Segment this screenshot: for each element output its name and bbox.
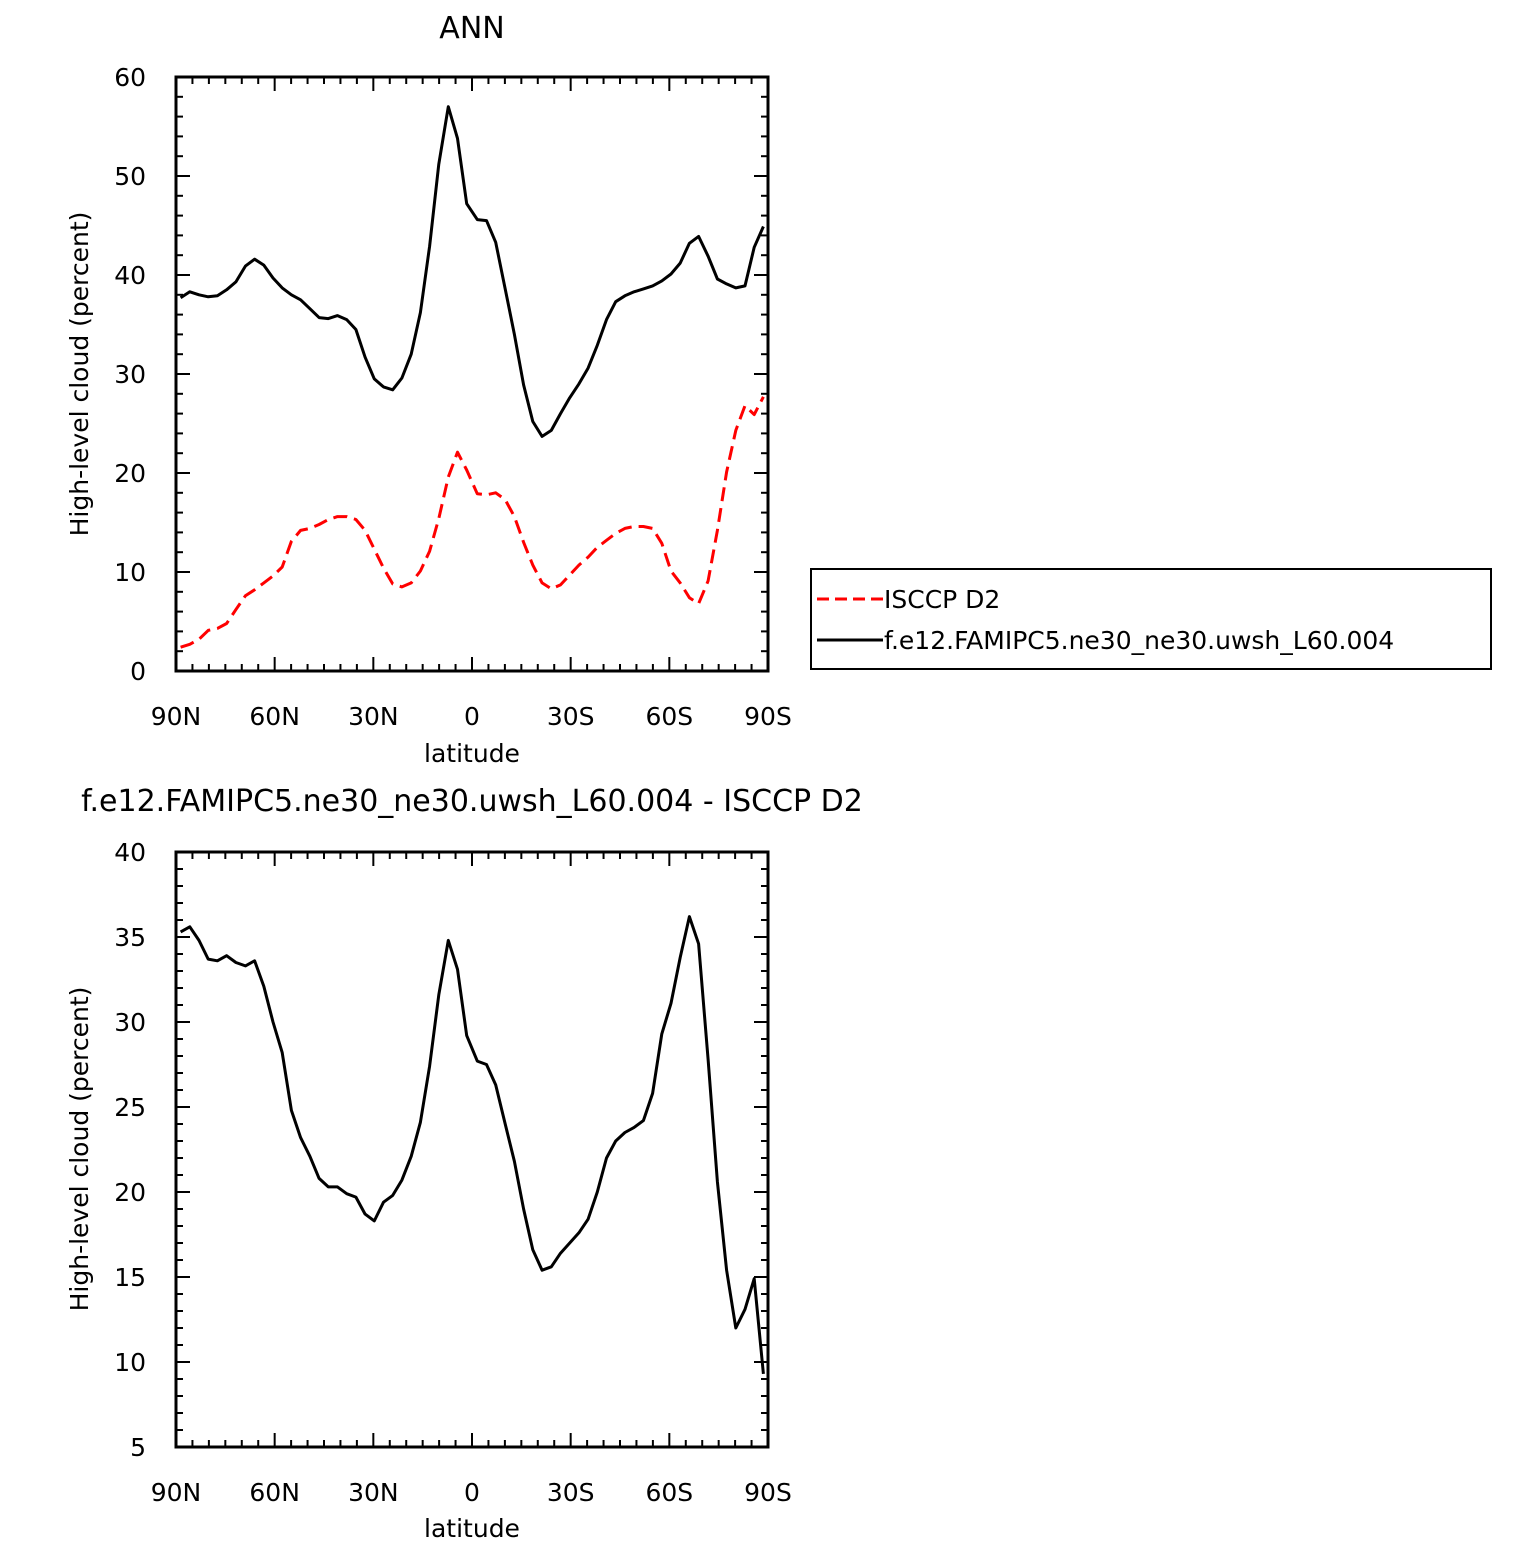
top-title: ANN xyxy=(439,11,504,46)
bottom-y-tick-label: 10 xyxy=(114,1348,146,1377)
legend: ISCCP D2 f.e12.FAMIPC5.ne30_ne30.uwsh_L6… xyxy=(810,568,1492,670)
top-x-tick-label: 0 xyxy=(464,702,480,731)
bottom-x-tick-label: 0 xyxy=(464,1478,480,1507)
top-x-tick-label: 60S xyxy=(645,702,693,731)
bottom-ticks xyxy=(175,851,769,1448)
top-x-tick-label: 90N xyxy=(151,702,202,731)
bottom-x-tick-labels: 90N 60N 30N 0 30S 60S 90S xyxy=(151,1478,792,1507)
bottom-title: f.e12.FAMIPC5.ne30_ne30.uwsh_L60.004 - I… xyxy=(81,784,863,819)
bottom-plot-frame xyxy=(174,850,770,1449)
top-series-line-0 xyxy=(180,396,765,649)
bottom-y-tick-labels: 5 10 15 20 25 30 35 40 xyxy=(114,838,146,1462)
top-x-tick-labels: 90N 60N 30N 0 30S 60S 90S xyxy=(151,702,792,731)
bottom-x-tick-label: 90S xyxy=(744,1478,792,1507)
top-y-tick-label: 40 xyxy=(114,261,146,290)
top-x-tick-label: 30N xyxy=(348,702,399,731)
bottom-y-axis-label: High-level cloud (percent) xyxy=(65,987,94,1312)
top-x-tick-label: 60N xyxy=(249,702,300,731)
top-y-tick-label: 20 xyxy=(114,459,146,488)
bottom-panel: f.e12.FAMIPC5.ne30_ne30.uwsh_L60.004 - I… xyxy=(65,784,863,1541)
top-y-tick-label: 30 xyxy=(114,360,146,389)
top-y-tick-label: 0 xyxy=(130,657,146,686)
legend-label-model: f.e12.FAMIPC5.ne30_ne30.uwsh_L60.004 xyxy=(884,626,1394,655)
top-y-tick-labels: 0 10 20 30 40 50 60 xyxy=(114,63,146,686)
bottom-x-tick-label: 60N xyxy=(249,1478,300,1507)
legend-box xyxy=(810,568,1492,670)
top-series-line-1 xyxy=(179,105,765,438)
bottom-y-tick-label: 40 xyxy=(114,838,146,867)
top-x-axis-label: latitude xyxy=(424,739,520,768)
bottom-x-tick-label: 60S xyxy=(645,1478,693,1507)
bottom-x-tick-label: 30S xyxy=(547,1478,595,1507)
top-y-axis-label: High-level cloud (percent) xyxy=(65,212,94,537)
bottom-y-tick-label: 20 xyxy=(114,1178,146,1207)
legend-label-isccp: ISCCP D2 xyxy=(884,585,1000,614)
bottom-y-tick-label: 35 xyxy=(114,923,146,952)
top-y-tick-label: 50 xyxy=(114,162,146,191)
bottom-series-line-0 xyxy=(179,915,765,1375)
bottom-y-tick-label: 5 xyxy=(130,1433,146,1462)
bottom-series xyxy=(179,915,765,1375)
top-ticks xyxy=(175,76,769,672)
bottom-x-tick-label: 90N xyxy=(151,1478,202,1507)
bottom-x-tick-label: 30N xyxy=(348,1478,399,1507)
bottom-x-axis-label: latitude xyxy=(424,1514,520,1541)
top-panel: ANN 0 10 20 30 40 50 60 90N 60N 30N 0 30S 60S 90S la… xyxy=(65,11,1492,768)
top-series xyxy=(179,105,765,649)
bottom-y-tick-label: 25 xyxy=(114,1093,146,1122)
bottom-y-tick-label: 15 xyxy=(114,1263,146,1292)
bottom-y-tick-label: 30 xyxy=(114,1008,146,1037)
top-y-tick-label: 60 xyxy=(114,63,146,92)
top-x-tick-label: 90S xyxy=(744,702,792,731)
top-y-tick-label: 10 xyxy=(114,558,146,587)
top-x-tick-label: 30S xyxy=(547,702,595,731)
